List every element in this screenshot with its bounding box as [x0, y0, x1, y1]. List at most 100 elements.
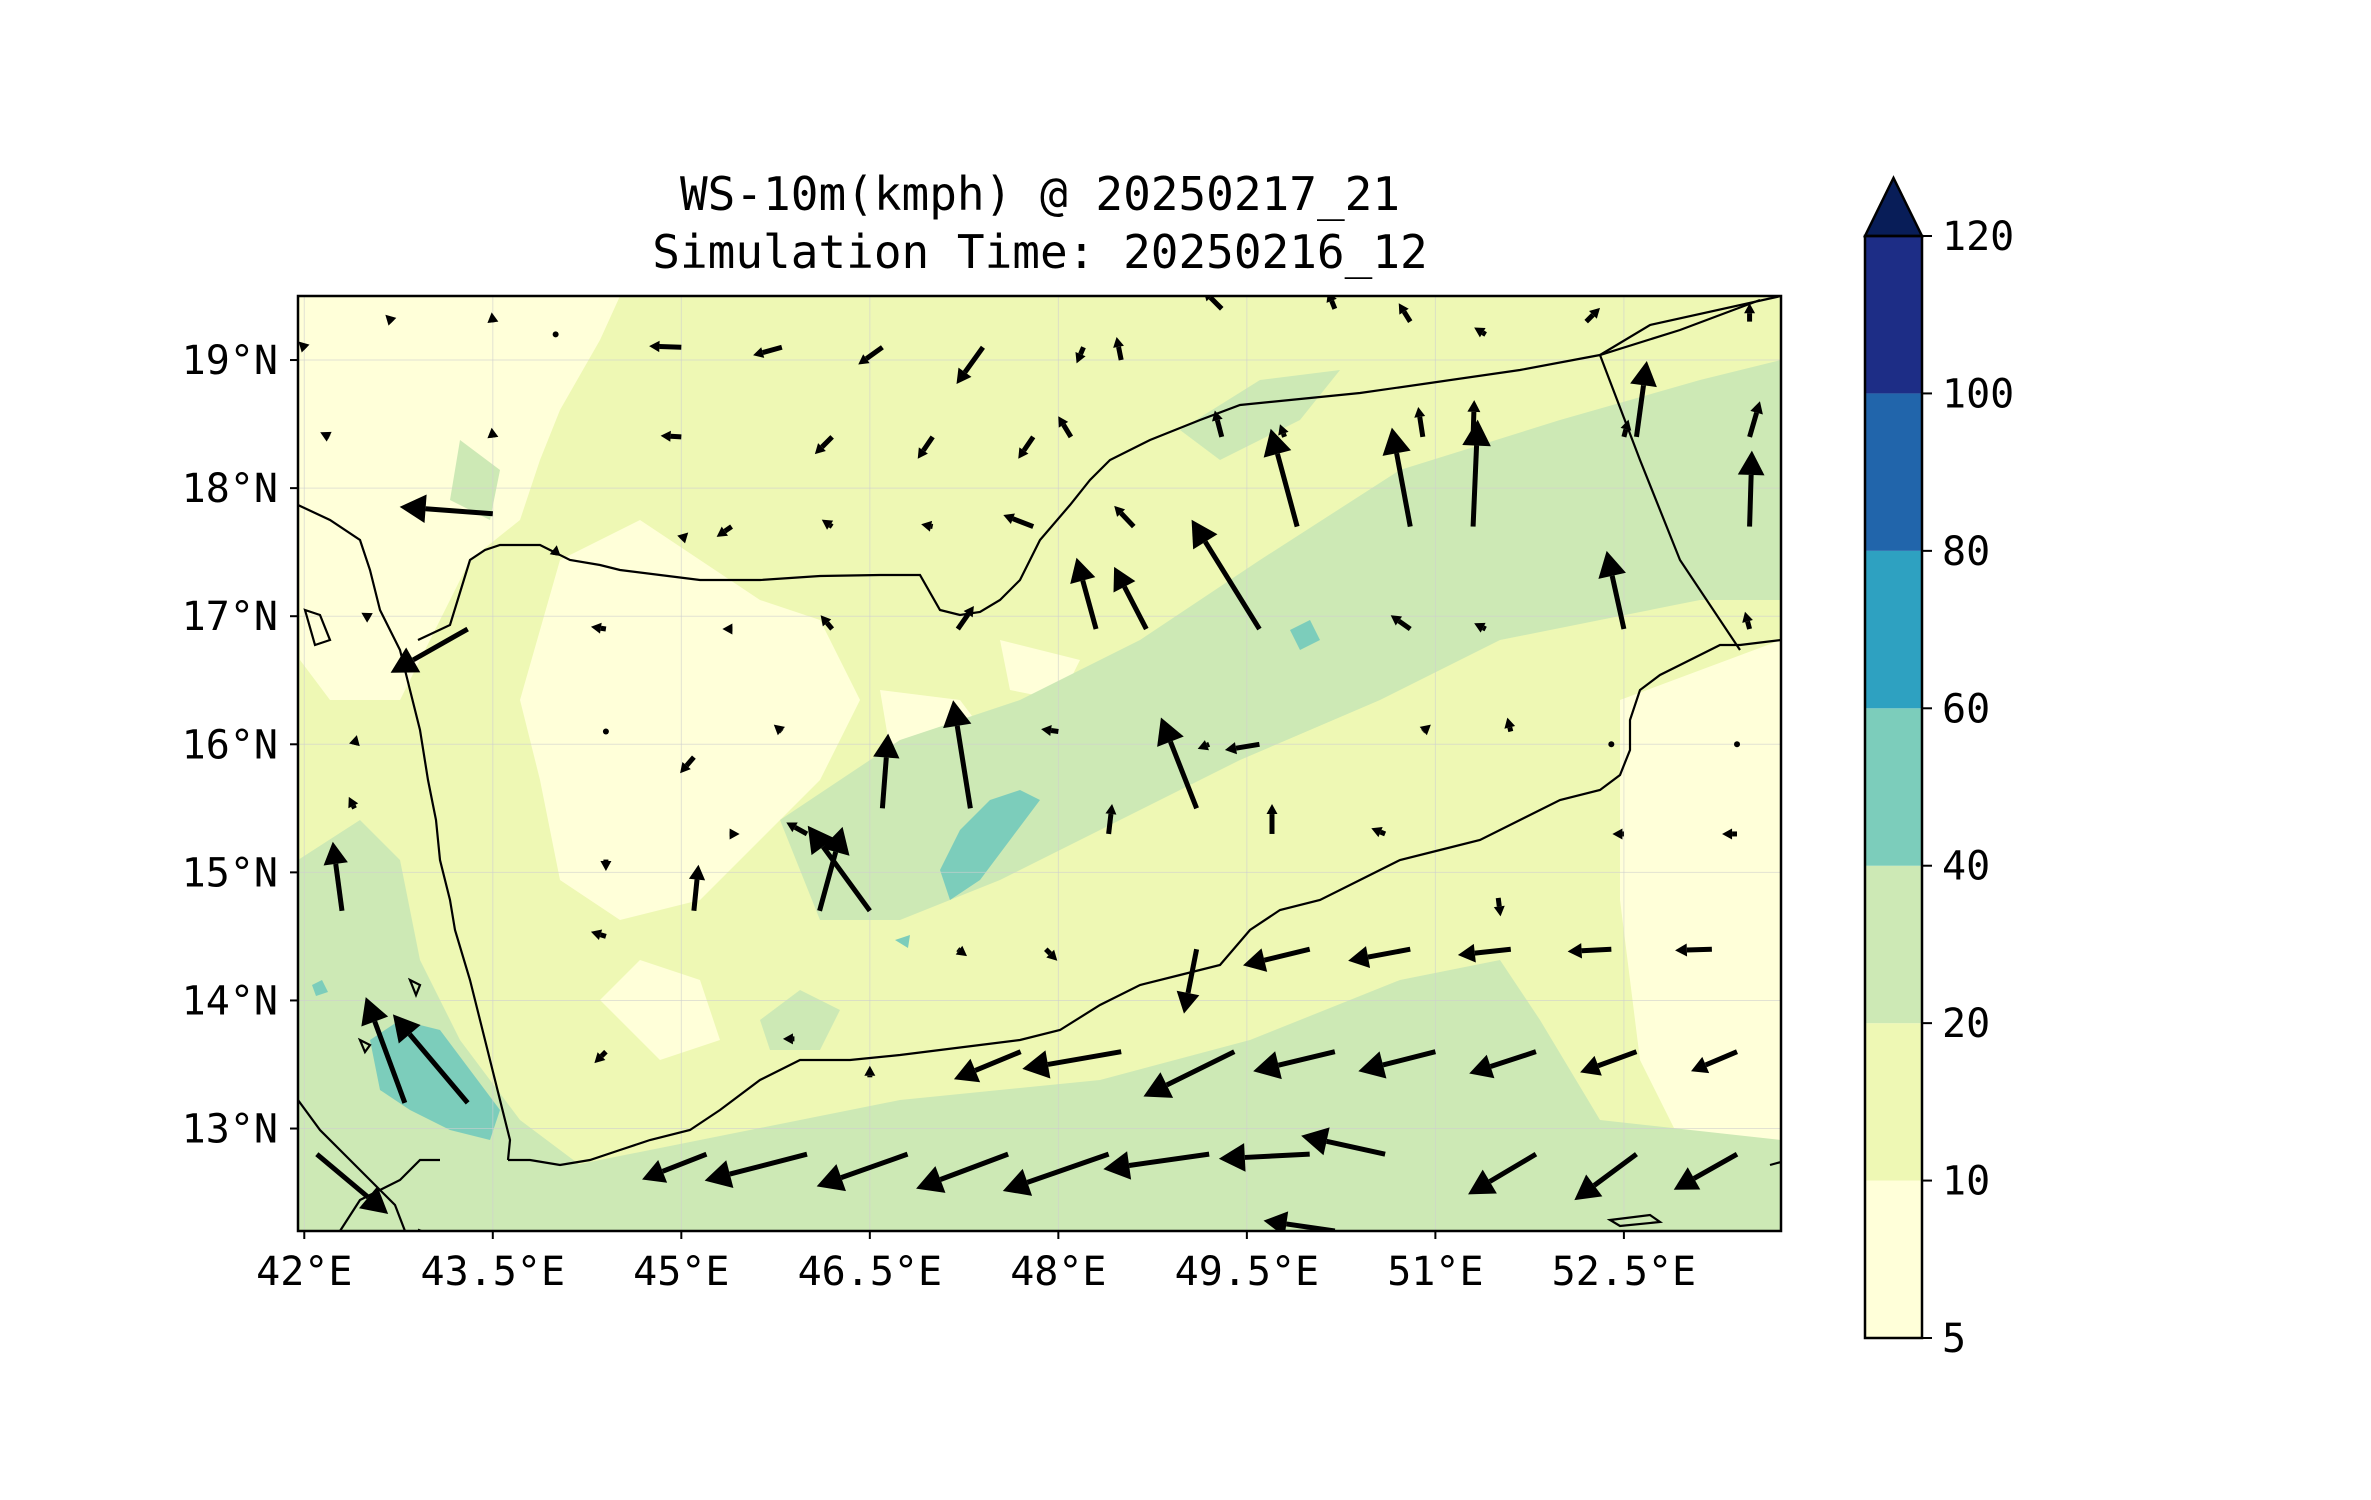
wind-arrow [642, 1151, 708, 1183]
x-tick-label: 43.5°E [421, 1249, 566, 1295]
wind-arrow [956, 345, 985, 385]
colorbar-segment [1865, 708, 1922, 866]
wind-arrow [1744, 303, 1756, 322]
x-tick-label: 52.5°E [1552, 1249, 1697, 1295]
colorbar-segment [1865, 1180, 1922, 1338]
wind-arrow [677, 532, 689, 544]
colorbar-label: 100 [1942, 371, 2014, 417]
wind-arrow [1574, 1152, 1638, 1201]
y-tick-label: 18°N [182, 466, 278, 512]
wind-arrow [392, 1014, 470, 1105]
wind-arrow [955, 945, 968, 957]
wind-arrow [1673, 1151, 1739, 1190]
wind-arrow [1675, 943, 1712, 957]
wind-arrow [1041, 725, 1059, 736]
wind-arrow [821, 519, 834, 530]
gridlines [298, 296, 1781, 1231]
colorbar-segment [1865, 393, 1922, 551]
wind-arrow [361, 612, 373, 623]
wind-arrow [1382, 427, 1413, 528]
wind-arrow [1018, 435, 1036, 459]
colorbar-label: 10 [1942, 1159, 1990, 1205]
wind-arrow [1114, 505, 1136, 529]
wind-arrow [1567, 943, 1612, 959]
wind-arrow [348, 796, 359, 810]
wind-arrow [399, 494, 493, 524]
colorbar-segment [1865, 236, 1922, 394]
wind-arrow [1584, 307, 1600, 324]
wind-arrow [1002, 1151, 1110, 1196]
wind-arrow [1003, 513, 1035, 529]
wind-arrow [1620, 419, 1632, 438]
x-tick-label: 42°E [256, 1249, 352, 1295]
wind-arrow [1747, 401, 1763, 438]
wind-arrow [786, 822, 809, 837]
wind-arrow [729, 828, 740, 840]
x-tick-label: 45°E [633, 1249, 729, 1295]
wind-arrow [1191, 519, 1262, 631]
wind-arrow [773, 724, 785, 736]
wind-arrow [1580, 1049, 1638, 1076]
wind-arrow [349, 735, 360, 747]
wind-arrow [1630, 360, 1657, 438]
wind-arrow [1462, 419, 1491, 527]
wind-arrow [943, 700, 973, 809]
wind-arrow [955, 606, 974, 631]
wind-arrow [1737, 450, 1765, 527]
wind-arrow [1143, 1049, 1236, 1098]
wind-arrow [660, 430, 682, 442]
wind-arrow [1266, 804, 1278, 834]
colorbar-label: 80 [1942, 529, 1990, 575]
wind-arrow [590, 929, 607, 941]
colorbar: 5 10 20 40 60 80 100 120 [1862, 175, 2014, 1362]
wind-arrow [385, 314, 397, 326]
wind-arrow [1157, 717, 1199, 810]
wind-arrow [1075, 346, 1086, 364]
wind-arrow [807, 825, 872, 913]
wind-arrow [1113, 337, 1124, 361]
wind-arrow [820, 615, 835, 631]
wind-arrow [390, 626, 469, 673]
wind-arrow [1348, 946, 1411, 968]
wind-arrow [680, 755, 696, 774]
wind-arrow [1390, 615, 1412, 632]
y-tick-label: 16°N [182, 722, 278, 768]
x-axis-ticks: 42°E 43.5°E 45°E 46.5°E 48°E 49.5°E 51°E 52.5°E [256, 1231, 1696, 1295]
wind-arrow [590, 622, 607, 634]
wind-arrow [361, 997, 408, 1104]
colorbar-label: 5 [1942, 1316, 1966, 1362]
wind-arrow [1253, 1049, 1336, 1080]
wind-arrow [1722, 828, 1738, 840]
wind-arrow [1691, 1049, 1738, 1074]
colorbar-label: 60 [1942, 686, 1990, 732]
wind-arrow [1070, 557, 1099, 630]
wind-arrow [688, 864, 706, 912]
wind-arrow [487, 427, 499, 439]
wind-arrow [1358, 1049, 1437, 1079]
wind-arrow [1734, 741, 1741, 748]
wind-arrow [917, 435, 935, 459]
map-title-line1: WS-10m(kmph) @ 20250217_21 [680, 167, 1400, 221]
wind-arrow [953, 1049, 1022, 1083]
wind-arrow [323, 841, 348, 912]
wind-arrow [1398, 303, 1413, 323]
wind-arrow [1058, 416, 1074, 439]
colorbar-segment [1865, 1023, 1922, 1181]
colorbar-label: 20 [1942, 1001, 1990, 1047]
wind-arrow [1044, 947, 1058, 961]
wind-arrow [1278, 424, 1289, 438]
map-title-line2: Simulation Time: 20250216_12 [652, 225, 1427, 279]
wind-arrow [1022, 1049, 1122, 1079]
wind-arrow [858, 345, 884, 365]
colorbar-frame [1863, 234, 1924, 1340]
colorbar-segment [1865, 865, 1922, 1024]
wind-arrow [549, 545, 561, 557]
wind-arrow [487, 312, 499, 324]
wind-arrow [1474, 327, 1487, 338]
y-tick-label: 14°N [182, 978, 278, 1024]
wind-arrow [1176, 948, 1200, 1014]
y-tick-label: 15°N [182, 850, 278, 896]
wind-arrow [753, 344, 783, 358]
wind-arrow [1457, 943, 1512, 963]
